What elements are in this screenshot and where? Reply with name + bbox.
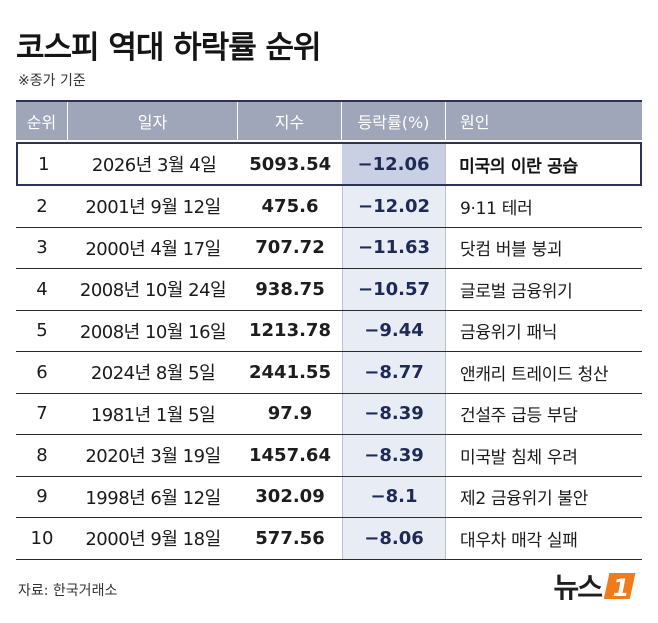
rate-column-highlight	[342, 142, 446, 560]
cell-index: 938.75	[255, 278, 325, 300]
cell-rank: 6	[36, 361, 48, 383]
table-row: 6 2024년 8월 5일 2441.55 −8.77 앤캐리 트레이드 청산	[16, 352, 642, 394]
header-index: 지수	[238, 102, 342, 140]
cell-rank: 4	[36, 278, 48, 300]
cell-date: 2008년 10월 16일	[79, 321, 227, 343]
news1-logo: 뉴스 1	[553, 566, 640, 606]
cell-index: 475.6	[261, 195, 319, 217]
table-row: 2 2001년 9월 12일 475.6 −12.02 9·11 테러	[16, 186, 642, 228]
basis-note: ※종가 기준	[18, 73, 86, 89]
svg-text:1: 1	[613, 574, 630, 602]
cell-date: 2026년 3월 4일	[91, 155, 217, 176]
cell-rate: −8.39	[364, 444, 424, 466]
cell-rank: 8	[36, 444, 48, 466]
header-rate: 등락률(%)	[342, 102, 446, 140]
cell-rate: −12.06	[341, 144, 446, 184]
chart-title: 코스피 역대 하락률 순위	[16, 30, 322, 66]
cell-index: 302.09	[255, 486, 325, 508]
cell-date: 1981년 1월 5일	[90, 404, 216, 426]
cell-date: 2024년 8월 5일	[90, 363, 216, 385]
source-note: 자료: 한국거래소	[18, 583, 118, 599]
cell-date: 2000년 4월 17일	[85, 238, 221, 260]
cell-date: 2000년 9월 18일	[85, 529, 221, 551]
cell-cause: 미국의 이란 공습	[459, 156, 578, 177]
cell-rank: 9	[36, 486, 48, 508]
cell-rate: −9.44	[364, 320, 424, 342]
cell-cause: 9·11 테러	[460, 198, 533, 219]
cell-index: 1213.78	[249, 320, 331, 342]
cell-rank: 10	[30, 527, 54, 549]
table-row: 9 1998년 6월 12일 302.09 −8.1 제2 금융위기 불안	[16, 477, 642, 518]
cell-date: 1998년 6월 12일	[85, 487, 221, 509]
cell-index: 707.72	[255, 237, 325, 259]
cell-rate: −8.39	[364, 403, 424, 425]
cell-rank: 1	[38, 153, 50, 175]
cell-cause: 앤캐리 트레이드 청산	[460, 364, 609, 385]
cell-index: 2441.55	[249, 361, 331, 383]
cell-rank: 2	[36, 195, 48, 217]
table-row: 3 2000년 4월 17일 707.72 −11.63 닷컴 버블 붕괴	[16, 228, 642, 269]
cell-rate: −10.57	[357, 278, 431, 300]
cell-date: 2020년 3월 19일	[85, 446, 221, 468]
logo-mark-icon: 1	[604, 573, 636, 602]
cell-rank: 7	[36, 403, 48, 425]
cell-rank: 3	[36, 237, 48, 259]
cell-rate: −8.1	[370, 486, 418, 508]
cell-rate: −11.63	[357, 237, 431, 259]
cell-cause: 건설주 급등 부담	[460, 406, 578, 427]
cell-date: 2001년 9월 12일	[85, 197, 221, 219]
cell-index: 97.9	[267, 403, 313, 425]
logo-text: 뉴스	[553, 571, 603, 604]
table-row: 5 2008년 10월 16일 1213.78 −9.44 금융위기 패닉	[16, 311, 642, 352]
cell-index: 5093.54	[249, 153, 332, 175]
table-body: 1 2026년 3월 4일 5093.54 −12.06 미국의 이란 공습 2 2001년…	[16, 142, 642, 560]
cell-cause: 제2 금융위기 불안	[460, 489, 589, 510]
cell-rank: 5	[36, 320, 48, 342]
cell-index: 577.56	[255, 527, 325, 549]
header-rank: 순위	[16, 102, 68, 140]
header-cause: 원인	[460, 113, 490, 132]
cell-cause: 미국발 침체 우려	[460, 447, 578, 468]
cell-rate: −12.02	[357, 195, 431, 217]
cell-cause: 대우차 매각 실패	[460, 530, 578, 551]
header-date: 일자	[68, 102, 238, 140]
cell-rate: −8.77	[364, 361, 424, 383]
table-row: 8 2020년 3월 19일 1457.64 −8.39 미국발 침체 우려	[16, 435, 642, 477]
ranking-table: 순위 일자 지수 등락률(%) 원인 1 2026년 3월 4일 5093.54 −12.06…	[16, 100, 642, 560]
table-row-highlighted: 1 2026년 3월 4일 5093.54 −12.06 미국의 이란 공습	[16, 142, 642, 186]
cell-index: 1457.64	[249, 444, 331, 466]
table-header: 순위 일자 지수 등락률(%) 원인	[16, 100, 642, 140]
table-row: 7 1981년 1월 5일 97.9 −8.39 건설주 급등 부담	[16, 394, 642, 435]
cell-cause: 금융위기 패닉	[460, 323, 558, 344]
table-row: 10 2000년 9월 18일 577.56 −8.06 대우차 매각 실패	[16, 518, 642, 560]
cell-date: 2008년 10월 24일	[79, 280, 227, 302]
cell-rate: −8.06	[364, 527, 424, 549]
cell-cause: 닷컴 버블 붕괴	[460, 240, 563, 261]
table-row: 4 2008년 10월 24일 938.75 −10.57 글로벌 금융위기	[16, 269, 642, 311]
cell-cause: 글로벌 금융위기	[460, 281, 573, 302]
